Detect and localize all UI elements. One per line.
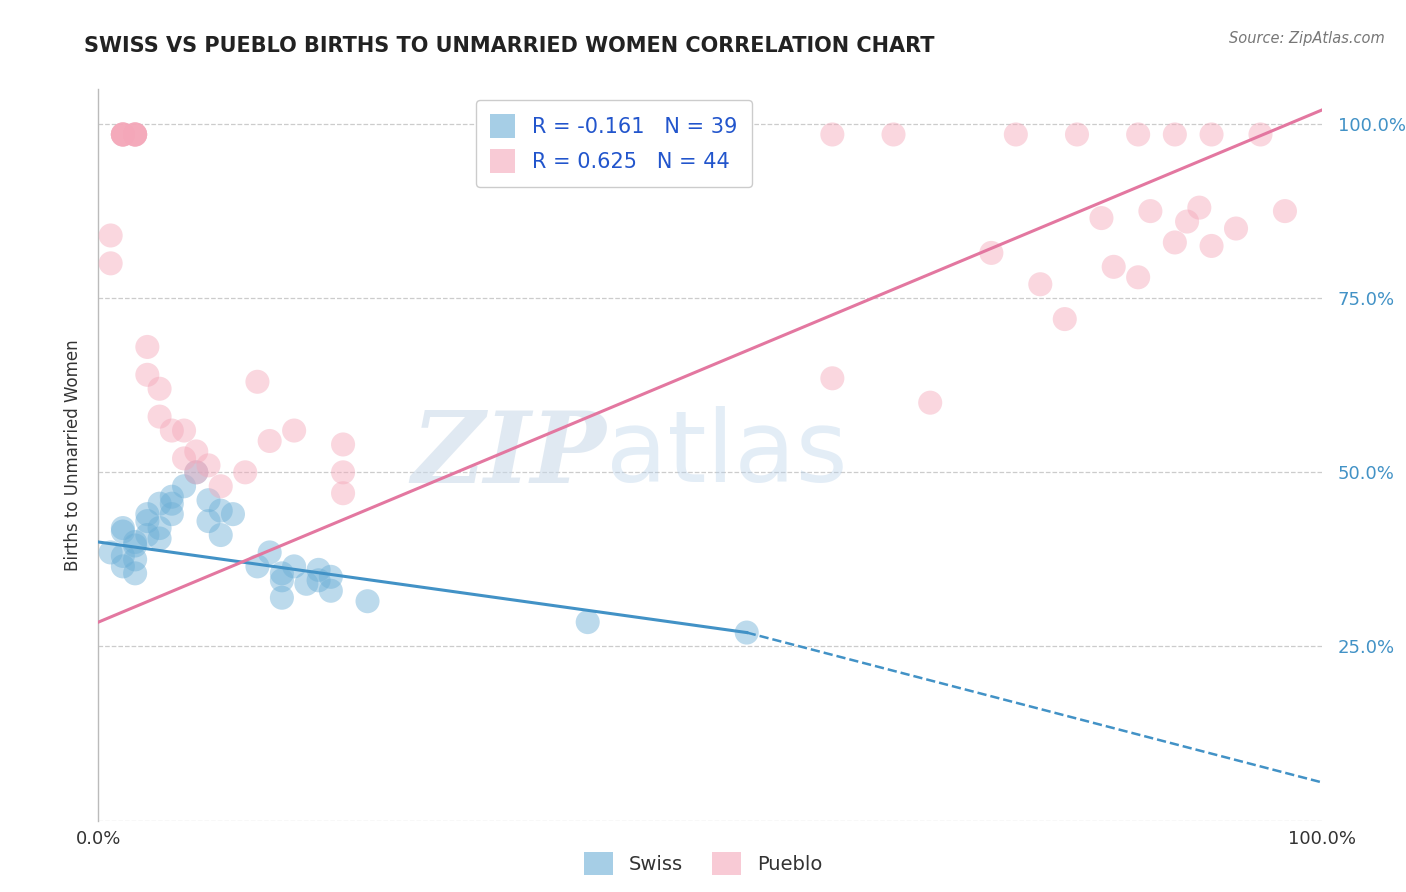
Point [149, 521, 172, 535]
Point [100, 228, 122, 243]
Point [186, 444, 208, 458]
Point [160, 490, 183, 504]
Point [111, 128, 134, 142]
Point [1225, 221, 1247, 235]
Point [1175, 214, 1198, 228]
Point [124, 539, 146, 553]
Point [173, 424, 195, 438]
Point [283, 424, 305, 438]
Point [100, 256, 122, 270]
Point [1053, 312, 1076, 326]
Point [308, 563, 330, 577]
Point [160, 497, 183, 511]
Point [1102, 260, 1125, 274]
Point [111, 524, 134, 539]
Point [124, 566, 146, 581]
Point [124, 552, 146, 566]
Point [1164, 128, 1187, 142]
Point [332, 437, 354, 451]
Point [233, 466, 256, 480]
Point [209, 479, 232, 493]
Point [259, 434, 281, 448]
Point [173, 479, 195, 493]
Point [1249, 128, 1271, 142]
Legend: R = -0.161   N = 39, R = 0.625   N = 44: R = -0.161 N = 39, R = 0.625 N = 44 [475, 100, 752, 187]
Point [136, 528, 159, 542]
Point [160, 424, 183, 438]
Point [883, 128, 905, 142]
Point [270, 591, 294, 605]
Point [136, 368, 159, 382]
Point [100, 545, 122, 559]
Point [246, 375, 269, 389]
Point [821, 128, 844, 142]
Point [1164, 235, 1187, 250]
Point [124, 535, 146, 549]
Point [173, 451, 195, 466]
Point [111, 128, 134, 142]
Point [149, 497, 172, 511]
Point [1188, 201, 1211, 215]
Point [1139, 204, 1161, 219]
Point [332, 466, 354, 480]
Point [124, 128, 146, 142]
Point [111, 128, 134, 142]
Text: ZIP: ZIP [411, 407, 606, 503]
Point [160, 507, 183, 521]
Point [124, 128, 146, 142]
Point [209, 528, 232, 542]
Point [186, 466, 208, 480]
Point [124, 128, 146, 142]
Point [735, 625, 758, 640]
Point [1128, 128, 1150, 142]
Point [222, 507, 245, 521]
Point [149, 409, 172, 424]
Point [821, 371, 844, 385]
Text: Source: ZipAtlas.com: Source: ZipAtlas.com [1229, 31, 1385, 46]
Legend: Swiss, Pueblo: Swiss, Pueblo [576, 844, 830, 882]
Point [111, 521, 134, 535]
Text: SWISS VS PUEBLO BIRTHS TO UNMARRIED WOMEN CORRELATION CHART: SWISS VS PUEBLO BIRTHS TO UNMARRIED WOME… [84, 36, 935, 55]
Point [124, 128, 146, 142]
Point [209, 503, 232, 517]
Point [136, 340, 159, 354]
Point [197, 458, 219, 473]
Point [332, 486, 354, 500]
Point [980, 246, 1002, 260]
Point [319, 583, 342, 598]
Point [1128, 270, 1150, 285]
Point [197, 514, 219, 528]
Point [149, 382, 172, 396]
Point [197, 493, 219, 508]
Point [111, 128, 134, 142]
Point [270, 566, 294, 581]
Point [124, 128, 146, 142]
Point [270, 574, 294, 588]
Point [1066, 128, 1088, 142]
Point [1090, 211, 1112, 225]
Point [149, 532, 172, 546]
Point [1201, 239, 1223, 253]
Point [576, 615, 599, 629]
Point [1004, 128, 1026, 142]
Point [186, 466, 208, 480]
Point [356, 594, 378, 608]
Point [111, 549, 134, 563]
Point [136, 514, 159, 528]
Point [136, 507, 159, 521]
Point [111, 128, 134, 142]
Y-axis label: Births to Unmarried Women: Births to Unmarried Women [63, 339, 82, 571]
Text: atlas: atlas [606, 407, 848, 503]
Point [246, 559, 269, 574]
Point [111, 559, 134, 574]
Point [1201, 128, 1223, 142]
Point [283, 559, 305, 574]
Point [259, 545, 281, 559]
Point [1029, 277, 1052, 292]
Point [319, 570, 342, 584]
Point [308, 574, 330, 588]
Point [295, 576, 318, 591]
Point [1274, 204, 1296, 219]
Point [920, 395, 942, 409]
